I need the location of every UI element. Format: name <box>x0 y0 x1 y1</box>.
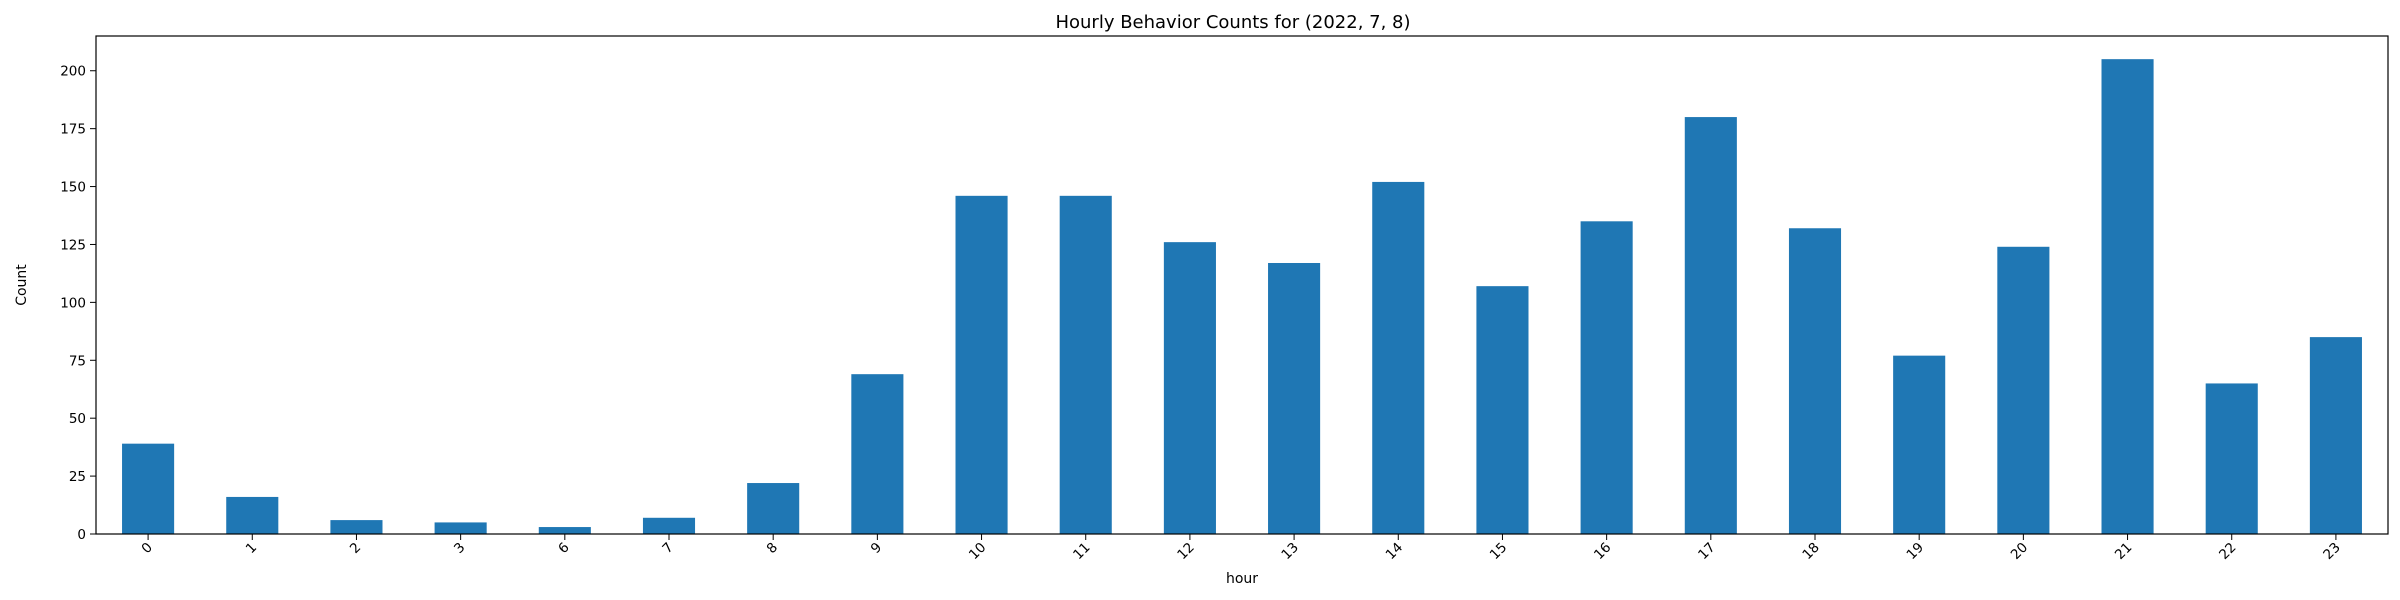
x-axis: 0 1 2 3 6 7 8 9 10 11 12 13 14 15 16 17 18 19 20 21 22 23 <box>139 534 2344 563</box>
bar-hour-14 <box>1372 181 1425 534</box>
y-axis-label: Count <box>14 264 30 306</box>
x-tick-label: 6 <box>555 540 572 557</box>
chart-title: Hourly Behavior Counts for (2022, 7, 8) <box>1055 12 1410 33</box>
x-tick-label: 2 <box>347 540 364 557</box>
x-tick-label: 7 <box>659 540 676 557</box>
bar-hour-2 <box>330 520 383 534</box>
x-tick-label: 19 <box>1904 540 1927 563</box>
bar-hour-18 <box>1788 228 1842 534</box>
bar-hour-6 <box>538 527 591 534</box>
bars-layer <box>122 59 2362 535</box>
bar-hour-20 <box>1997 246 2050 534</box>
y-tick-label: 175 <box>60 122 86 138</box>
x-tick-label: 18 <box>1799 540 1822 563</box>
y-tick-label: 125 <box>60 237 86 253</box>
bar-hour-16 <box>1580 221 1633 535</box>
x-tick-label: 16 <box>1591 540 1614 563</box>
x-tick-label: 3 <box>451 540 468 557</box>
x-tick-label: 14 <box>1383 540 1406 563</box>
bar-hour-17 <box>1684 117 1737 535</box>
bar-hour-10 <box>955 195 1008 535</box>
bar-hour-23 <box>2309 337 2362 534</box>
x-tick-label: 0 <box>139 540 156 557</box>
bar-hour-13 <box>1268 262 1321 534</box>
y-tick-label: 50 <box>69 411 86 427</box>
y-tick-label: 100 <box>60 295 86 311</box>
x-tick-label: 13 <box>1278 540 1301 563</box>
x-axis-label: hour <box>1226 571 1258 587</box>
y-axis: 0 25 50 75 100 125 150 175 200 <box>60 64 96 543</box>
x-tick-label: 17 <box>1695 540 1718 563</box>
x-tick-label: 1 <box>243 540 260 557</box>
bar-hour-15 <box>1476 286 1529 534</box>
bar-hour-21 <box>2101 59 2154 535</box>
x-tick-label: 15 <box>1487 540 1510 563</box>
y-tick-label: 0 <box>77 527 86 543</box>
y-tick-label: 150 <box>60 180 86 196</box>
bar-hour-0 <box>122 443 175 534</box>
x-tick-label: 20 <box>2008 540 2031 563</box>
plot-frame <box>95 35 2389 535</box>
y-tick-label: 25 <box>69 469 86 485</box>
bar-hour-8 <box>747 483 800 534</box>
bar-hour-1 <box>226 496 279 534</box>
x-tick-label: 8 <box>764 540 781 557</box>
x-tick-label: 22 <box>2216 540 2239 563</box>
bar-hour-9 <box>851 374 904 534</box>
bar-hour-22 <box>2205 383 2258 534</box>
x-tick-label: 9 <box>868 540 885 557</box>
y-tick-label: 75 <box>69 353 86 369</box>
bar-hour-11 <box>1059 195 1112 535</box>
bar-hour-19 <box>1893 355 1946 534</box>
x-tick-label: 11 <box>1070 540 1093 563</box>
bar-hour-3 <box>434 522 487 534</box>
x-tick-label: 23 <box>2320 540 2343 563</box>
y-tick-label: 200 <box>60 64 86 80</box>
bar-hour-12 <box>1163 242 1216 534</box>
bar-hour-7 <box>642 517 696 534</box>
x-tick-label: 12 <box>1174 540 1197 563</box>
x-tick-label: 21 <box>2112 540 2135 563</box>
x-tick-label: 10 <box>966 540 989 563</box>
